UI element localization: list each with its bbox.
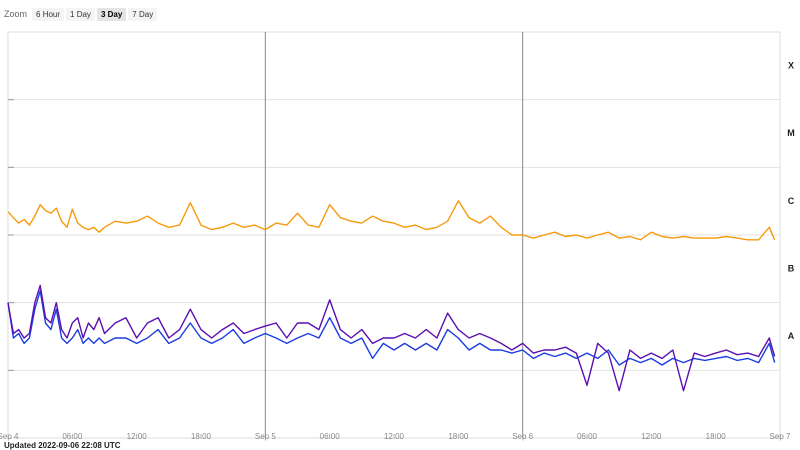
x-tick-label: Sep 4 (0, 432, 19, 441)
x-tick-label: 18:00 (448, 432, 469, 441)
x-tick-label: Sep 6 (512, 432, 533, 441)
series-line-2 (7, 284, 776, 392)
zoom-label: Zoom (4, 9, 28, 19)
x-tick-label: 06:00 (320, 432, 341, 441)
x-tick-label: 12:00 (641, 432, 662, 441)
series-line-0 (7, 200, 776, 241)
x-tick-label: 12:00 (127, 432, 148, 441)
x-tick-label: 18:00 (706, 432, 727, 441)
zoom-1-day-button[interactable]: 1 Day (66, 7, 95, 21)
zoom-control: Zoom 6 Hour 1 Day 3 Day 7 Day (4, 5, 158, 23)
flare-class-labels: X M C B A (787, 60, 795, 341)
x-tick-label: 06:00 (62, 432, 83, 441)
flare-class-x: X (788, 60, 794, 70)
updated-timestamp: Updated 2022-09-06 22:08 UTC (4, 441, 121, 450)
chart-series (7, 200, 776, 392)
flare-class-b: B (788, 263, 795, 273)
flare-class-a: A (788, 331, 795, 341)
zoom-7-day-button[interactable]: 7 Day (128, 7, 158, 21)
flare-class-c: C (788, 196, 795, 206)
x-tick-label: 18:00 (191, 432, 212, 441)
x-tick-label: Sep 7 (770, 432, 791, 441)
x-tick-label: 12:00 (384, 432, 405, 441)
flare-class-m: M (787, 128, 795, 138)
zoom-3-day-button[interactable]: 3 Day (96, 7, 127, 21)
zoom-6-hour-button[interactable]: 6 Hour (32, 7, 65, 21)
x-tick-label: Sep 5 (255, 432, 276, 441)
chart-grid (7, 31, 781, 439)
series-line-1 (7, 290, 776, 366)
x-tick-label: 06:00 (577, 432, 598, 441)
x-axis: Sep 4 06:00 12:00 18:00 Sep 5 06:00 12:00 18:00… (0, 432, 791, 441)
